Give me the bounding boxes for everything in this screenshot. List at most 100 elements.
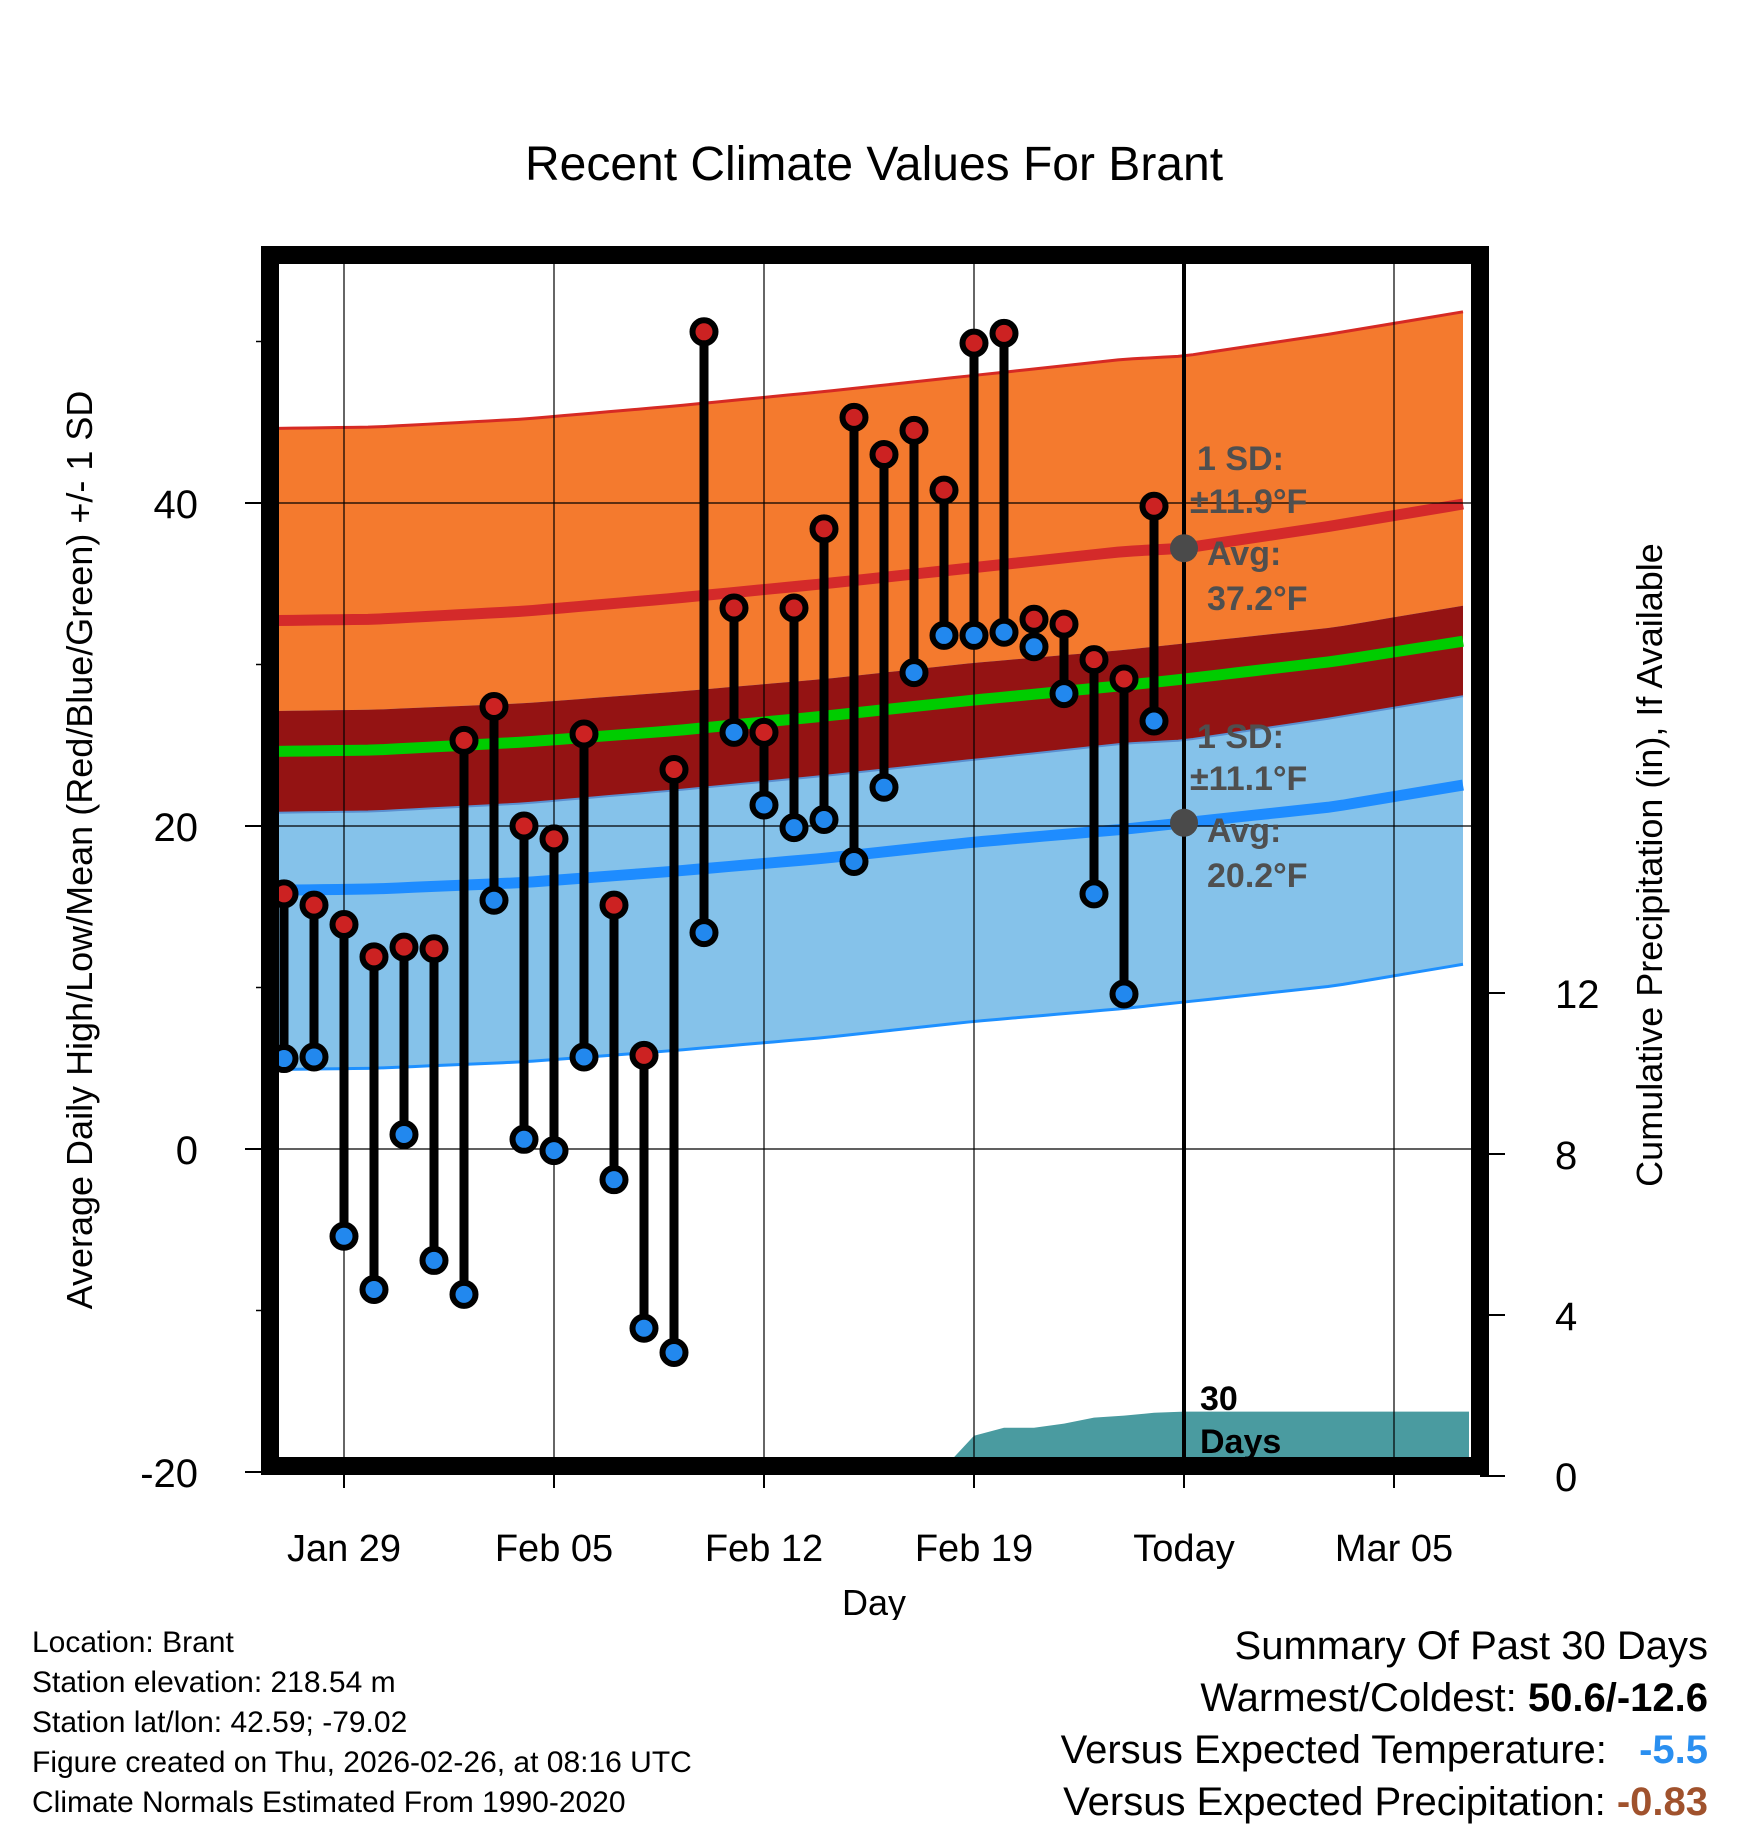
- daily-high-point: [659, 754, 689, 784]
- daily-low-point: [329, 1221, 359, 1251]
- daily-high-point: [1019, 604, 1049, 634]
- high-sd-value: ±11.9°F: [1190, 483, 1307, 521]
- low-avg-value: 20.2°F: [1207, 857, 1308, 895]
- summary-warmest-coldest: Warmest/Coldest: 50.6/-12.6: [1061, 1672, 1708, 1724]
- low-avg-label: Avg:: [1207, 812, 1281, 850]
- daily-high-point: [329, 910, 359, 940]
- daily-high-point: [419, 934, 449, 964]
- daily-high-point: [359, 942, 389, 972]
- daily-low-point: [629, 1313, 659, 1343]
- daily-high-point: [599, 890, 629, 920]
- daily-low-point: [509, 1124, 539, 1154]
- daily-high-point: [629, 1040, 659, 1070]
- high-avg-marker: [1170, 534, 1198, 563]
- daily-low-point: [1079, 879, 1109, 909]
- chart-title: Recent Climate Values For Brant: [525, 138, 1223, 191]
- plot-clip-group: [270, 255, 1480, 1466]
- daily-high-point: [1109, 664, 1139, 694]
- daily-low-point: [689, 918, 719, 948]
- y2-tick-label: 0: [1555, 1456, 1577, 1500]
- y-tick-label: 20: [154, 806, 199, 850]
- daily-low-point: [899, 658, 929, 688]
- daily-low-point: [779, 813, 809, 843]
- x-tick-label: Feb 05: [495, 1528, 613, 1570]
- daily-high-point: [1139, 491, 1169, 521]
- x-tick-label: Feb 19: [915, 1528, 1033, 1570]
- daily-high-point: [959, 328, 989, 358]
- y2-axis-label: Cumulative Precipitation (in), If Availa…: [1629, 543, 1670, 1187]
- daily-low-point: [929, 620, 959, 650]
- daily-low-point: [299, 1042, 329, 1072]
- daily-high-point: [929, 475, 959, 505]
- low-avg-marker: [1170, 808, 1198, 837]
- normals-annotations: 1 SD: ±11.9°F Avg: 37.2°F 1 SD: ±11.1°F …: [1190, 440, 1308, 1461]
- x-tick-label: Today: [1133, 1528, 1234, 1570]
- daily-low-point: [1139, 706, 1169, 736]
- daily-low-point: [809, 805, 839, 835]
- daily-high-point: [299, 890, 329, 920]
- high-sd-label: 1 SD:: [1197, 440, 1284, 478]
- daily-low-point: [659, 1337, 689, 1367]
- daily-low-point: [1049, 679, 1079, 709]
- summary-precip-departure: Versus Expected Precipitation: -0.83: [1061, 1776, 1708, 1828]
- daily-high-point: [809, 514, 839, 544]
- low-sd-value: ±11.1°F: [1190, 760, 1307, 798]
- daily-low-point: [959, 620, 989, 650]
- daily-low-point: [869, 772, 899, 802]
- daily-low-point: [599, 1165, 629, 1195]
- daily-high-point: [869, 440, 899, 470]
- daily-high-point: [479, 691, 509, 721]
- window-label-days: Days: [1200, 1423, 1281, 1461]
- daily-high-point: [1079, 645, 1109, 675]
- daily-low-point: [449, 1279, 479, 1309]
- daily-high-point: [509, 811, 539, 841]
- daily-low-point: [359, 1275, 389, 1305]
- daily-high-point: [389, 932, 419, 962]
- daily-high-point: [719, 593, 749, 623]
- y2-tick-label: 12: [1555, 973, 1600, 1017]
- x-tick-label: Feb 12: [705, 1528, 823, 1570]
- summary-panel: Summary Of Past 30 Days Warmest/Coldest:…: [1061, 1620, 1708, 1828]
- y-tick-label: -20: [140, 1452, 198, 1496]
- climate-chart: Recent Climate Values For Brant 40200-20…: [59, 138, 1670, 1620]
- daily-high-point: [989, 318, 1019, 348]
- station-info: Location: Brant Station elevation: 218.5…: [32, 1623, 692, 1823]
- temp-departure-label: Versus Expected Temperature:: [1060, 1728, 1607, 1772]
- daily-low-point: [1109, 979, 1139, 1009]
- precip-departure-value: -0.83: [1616, 1780, 1708, 1824]
- daily-low-point: [389, 1119, 419, 1149]
- daily-low-point: [989, 617, 1019, 647]
- high-avg-value: 37.2°F: [1207, 580, 1308, 618]
- x-axis-label: Day: [842, 1582, 906, 1620]
- created-text: Figure created on Thu, 2026-02-26, at 08…: [32, 1746, 692, 1779]
- high-avg-label: Avg:: [1207, 535, 1281, 573]
- location-text: Location: Brant: [32, 1626, 234, 1659]
- warmest-coldest-value: 50.6/-12.6: [1527, 1676, 1708, 1720]
- precip-area: [270, 1411, 1469, 1466]
- daily-low-point: [719, 717, 749, 747]
- summary-temp-departure: Versus Expected Temperature: -5.5: [1061, 1724, 1708, 1776]
- temp-departure-value: -5.5: [1639, 1728, 1708, 1772]
- y-tick-label: 40: [154, 483, 199, 527]
- daily-high-point: [839, 402, 869, 432]
- high-sd-upper-line: [270, 310, 1464, 430]
- daily-low-point: [839, 847, 869, 877]
- warmest-coldest-label: Warmest/Coldest:: [1200, 1676, 1517, 1720]
- daily-low-point: [1019, 632, 1049, 662]
- y2-tick-label: 4: [1555, 1295, 1577, 1339]
- daily-low-point: [479, 885, 509, 915]
- plot-frame: [261, 246, 1489, 1475]
- x-tick-label: Mar 05: [1335, 1528, 1453, 1570]
- low-sd-label: 1 SD:: [1197, 718, 1284, 756]
- low-sd-lower-line: [270, 962, 1464, 1072]
- daily-high-point: [899, 415, 929, 445]
- latlon-text: Station lat/lon: 42.59; -79.02: [32, 1706, 408, 1739]
- daily-high-point: [449, 725, 479, 755]
- daily-high-point: [779, 593, 809, 623]
- y-tick-label: 0: [176, 1129, 198, 1173]
- summary-title: Summary Of Past 30 Days: [1234, 1624, 1708, 1668]
- daily-high-point: [539, 824, 569, 854]
- window-label-days-count: 30: [1200, 1380, 1238, 1418]
- elevation-text: Station elevation: 218.54 m: [32, 1666, 396, 1699]
